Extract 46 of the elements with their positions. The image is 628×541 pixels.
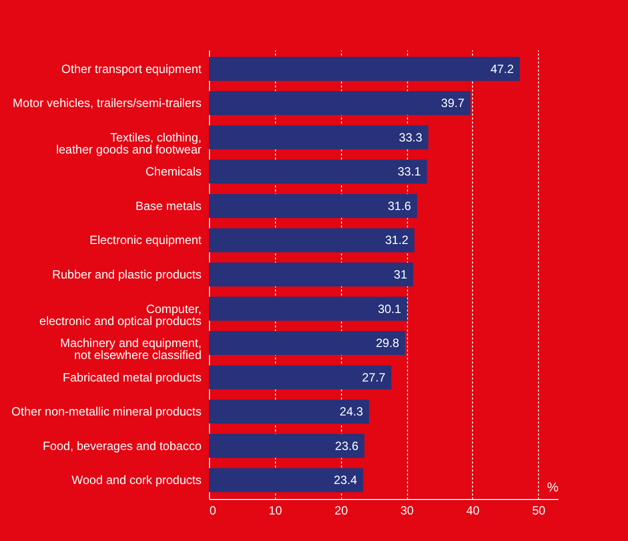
data-label: 27.7	[362, 370, 386, 384]
bar	[209, 262, 414, 286]
x-axis-title: %	[546, 480, 559, 494]
bar	[209, 331, 406, 356]
bar	[209, 400, 370, 424]
y-tick-label: Computer, electronic and optical products	[39, 302, 202, 328]
data-label: 31.6	[388, 198, 412, 213]
y-tick-label: Wood and cork products	[72, 473, 202, 488]
data-label: 31	[394, 268, 408, 282]
bar	[209, 468, 364, 492]
bar	[209, 228, 414, 252]
bar	[209, 125, 428, 150]
bar	[209, 160, 427, 184]
data-label: 23.6	[335, 438, 359, 453]
y-tick-label: Other non-metallic mineral products	[11, 404, 202, 419]
data-label: 33.3	[398, 130, 423, 144]
y-tick-label: Machinery and equipment, not elsewhere classified	[60, 336, 202, 362]
x-tick-label: 50	[532, 504, 546, 518]
bar	[209, 434, 364, 458]
y-tick-label: Other transport equipment	[61, 62, 202, 76]
y-tick-label: Motor vehicles, trailers/semi-trailers	[12, 96, 202, 110]
data-label: 39.7	[441, 96, 465, 110]
bar	[209, 296, 408, 321]
bar	[209, 56, 520, 81]
data-label: 23.4	[334, 473, 358, 488]
bar	[209, 194, 418, 218]
x-tick-label: 10	[268, 504, 282, 518]
y-tick-label: Food, beverages and tobacco	[42, 438, 202, 453]
bar	[209, 365, 392, 390]
x-tick-label: 40	[466, 504, 480, 518]
y-tick-label: Rubber and plastic products	[52, 268, 202, 282]
data-label: 47.2	[490, 62, 514, 76]
y-tick-label: Base metals	[135, 198, 202, 213]
y-tick-label: Chemicals	[145, 164, 202, 179]
y-tick-label: Fabricated metal products	[62, 370, 202, 384]
x-tick-label: 20	[334, 504, 348, 518]
data-label: 29.8	[376, 336, 400, 350]
bar	[209, 91, 470, 116]
data-label: 31.2	[385, 233, 409, 248]
data-label: 30.1	[378, 302, 402, 316]
data-label: 24.3	[340, 404, 364, 419]
x-tick-label: 30	[400, 504, 414, 518]
data-label: 33.1	[398, 164, 422, 179]
x-tick-label: 0	[210, 504, 216, 518]
y-tick-label: Textiles, clothing, leather goods and footwear	[56, 130, 202, 156]
y-tick-label: Electronic equipment	[89, 233, 202, 248]
